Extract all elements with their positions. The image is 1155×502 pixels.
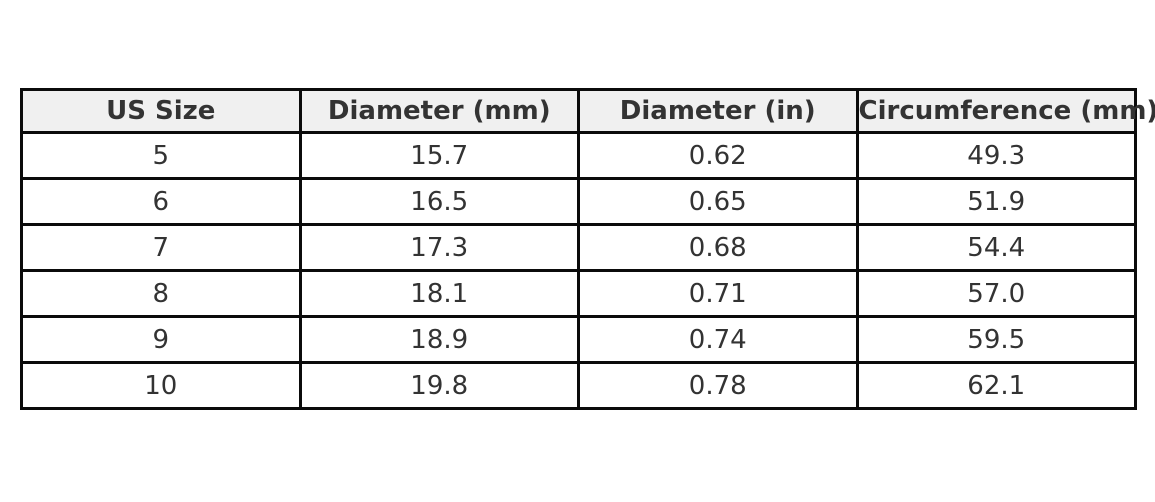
cell-circumference-mm: 49.3 [855,131,1137,180]
column-header-diameter-mm: Diameter (mm) [298,88,580,134]
table-row: 7 17.3 0.68 54.4 [20,223,1137,272]
cell-circumference-mm: 57.0 [855,269,1137,318]
cell-diameter-in: 0.74 [577,315,859,364]
cell-circumference-mm: 59.5 [855,315,1137,364]
cell-circumference-mm: 54.4 [855,223,1137,272]
column-header-us-size: US Size [20,88,302,134]
cell-us-size: 7 [20,223,302,272]
table-row: 10 19.8 0.78 62.1 [20,361,1137,410]
cell-diameter-in: 0.65 [577,177,859,226]
cell-us-size: 6 [20,177,302,226]
cell-diameter-mm: 19.8 [298,361,580,410]
table-body: 5 15.7 0.62 49.3 6 16.5 0.65 51.9 7 17.3… [20,131,1137,410]
header-row: US Size Diameter (mm) Diameter (in) Circ… [20,88,1155,134]
cell-us-size: 10 [20,361,302,410]
cell-diameter-mm: 17.3 [298,223,580,272]
table-header: US Size Diameter (mm) Diameter (in) Circ… [20,88,1155,134]
cell-diameter-mm: 16.5 [298,177,580,226]
table-row: 9 18.9 0.74 59.5 [20,315,1137,364]
cell-diameter-in: 0.71 [577,269,859,318]
cell-diameter-mm: 18.1 [298,269,580,318]
column-header-diameter-in: Diameter (in) [577,88,859,134]
cell-us-size: 8 [20,269,302,318]
table-row: 8 18.1 0.71 57.0 [20,269,1137,318]
cell-us-size: 9 [20,315,302,364]
table-row: 6 16.5 0.65 51.9 [20,177,1137,226]
cell-diameter-mm: 15.7 [298,131,580,180]
cell-diameter-in: 0.78 [577,361,859,410]
table-row: 5 15.7 0.62 49.3 [20,131,1137,180]
ring-size-table: US Size Diameter (mm) Diameter (in) Circ… [20,88,1155,410]
cell-circumference-mm: 62.1 [855,361,1137,410]
cell-diameter-mm: 18.9 [298,315,580,364]
cell-diameter-in: 0.68 [577,223,859,272]
cell-diameter-in: 0.62 [577,131,859,180]
cell-circumference-mm: 51.9 [855,177,1137,226]
column-header-circumference-mm: Circumference (mm) [855,88,1155,134]
cell-us-size: 5 [20,131,302,180]
